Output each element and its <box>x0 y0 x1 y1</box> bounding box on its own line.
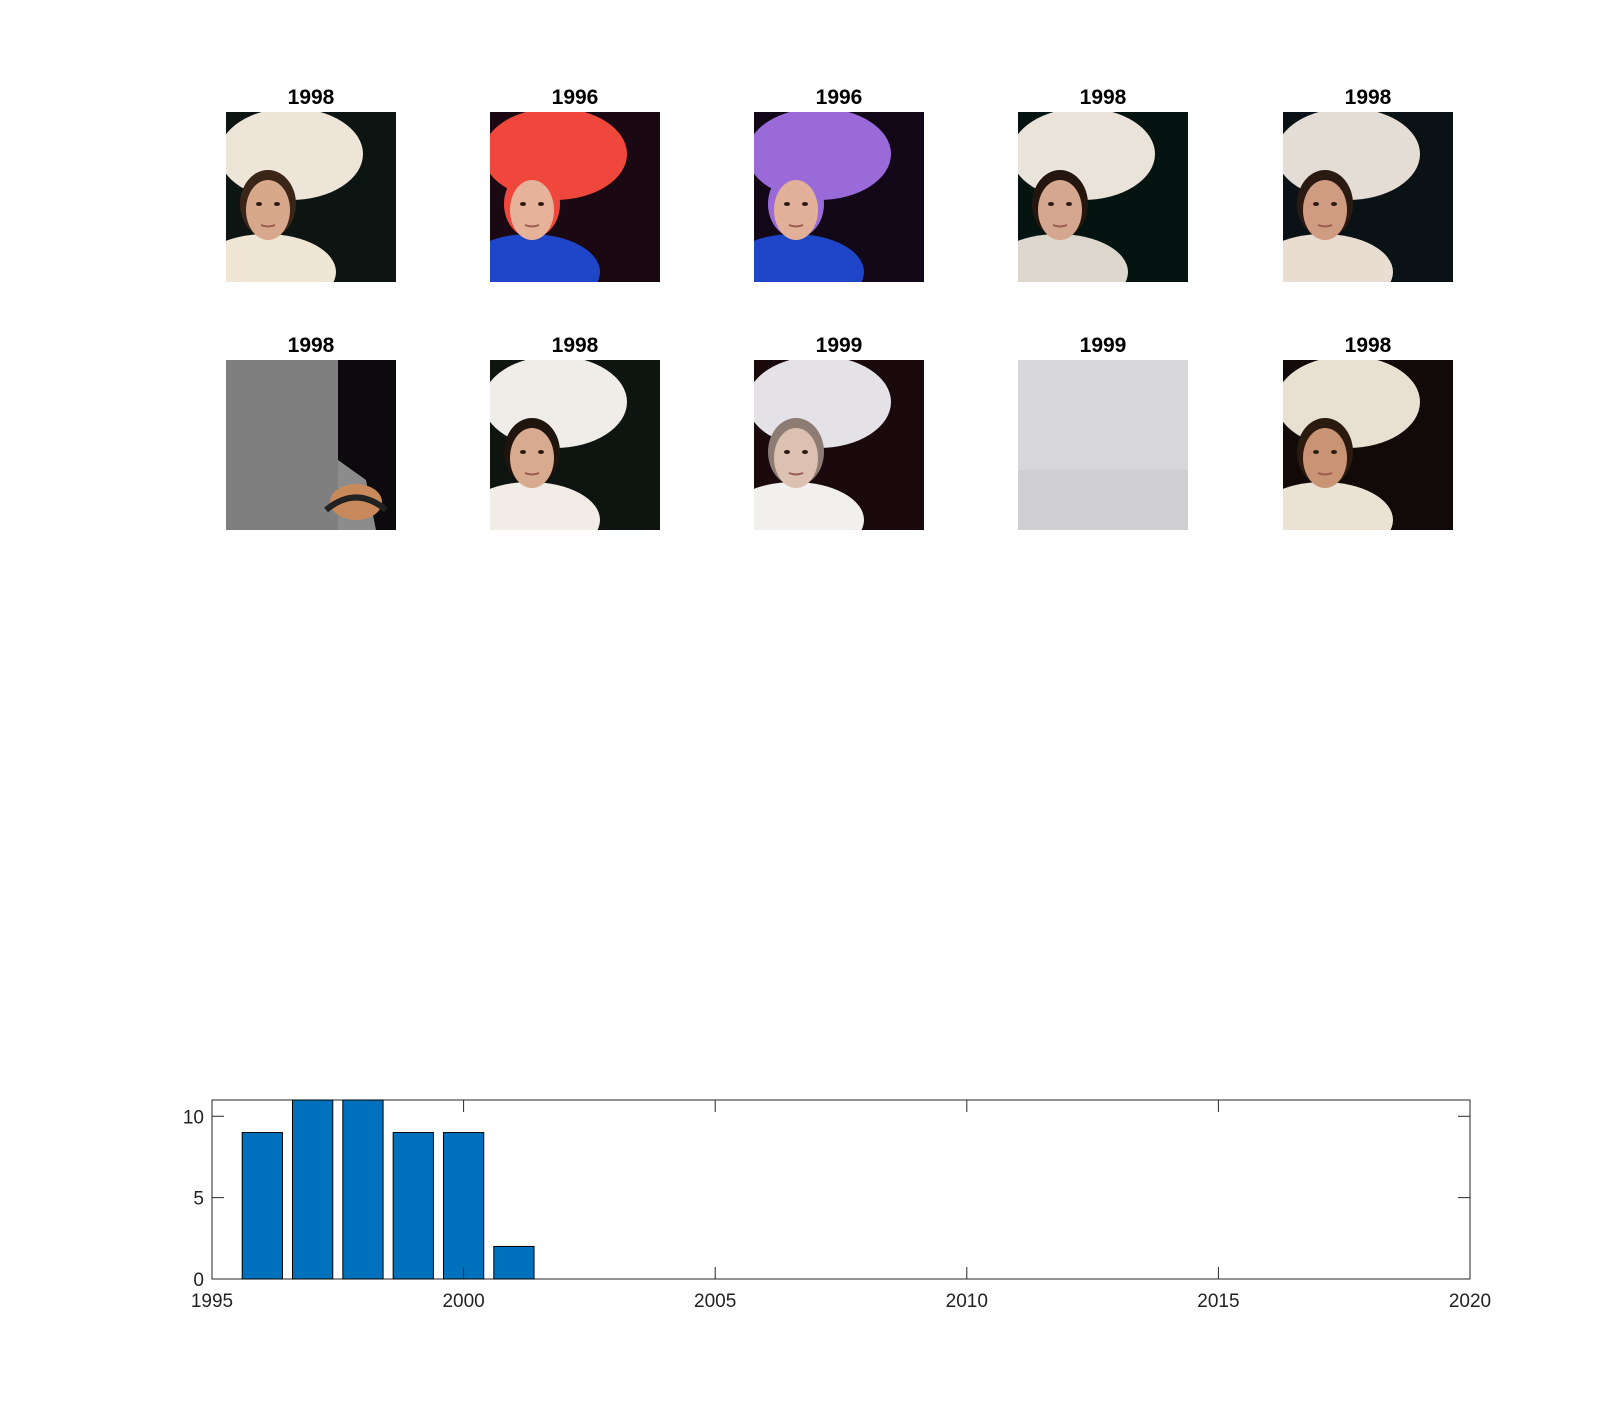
thumbnail-year-title: 1998 <box>551 334 599 357</box>
x-tick-label: 2020 <box>1449 1291 1491 1312</box>
thumbnail-year-title: 1998 <box>287 86 335 109</box>
histogram-bar <box>292 1099 334 1280</box>
y-tick-label: 10 <box>183 1107 204 1128</box>
histogram-bar <box>442 1132 485 1280</box>
y-tick-label: 5 <box>193 1189 204 1210</box>
thumbnail-tile: 1998 woman with white veil headpiece <box>1283 86 1453 282</box>
x-tick-label: 1995 <box>191 1291 233 1312</box>
thumbnail-image: grey floor with shoe <box>226 360 396 530</box>
thumbnail-tile: 1998 grey floor with shoe <box>226 334 396 530</box>
thumbnail-tile: 1998 woman with white tulle headpiece <box>1018 86 1188 282</box>
histogram-bar <box>241 1132 283 1280</box>
thumbnail-image: woman in white headpiece and shawl <box>1283 360 1453 530</box>
thumbnail-year-title: 1998 <box>1079 86 1127 109</box>
thumbnail-image: model with purple voluminous hair, blue … <box>754 112 924 282</box>
thumbnail-image: woman with white feather headpiece <box>226 112 396 282</box>
thumbnail-year-title: 1996 <box>815 86 863 109</box>
thumbnail-image: pale grey wall <box>1018 360 1188 530</box>
x-tick-label: 2005 <box>694 1291 736 1312</box>
thumbnail-tile: 1996 model with purple voluminous hair, b… <box>754 86 924 282</box>
thumbnail-year-title: 1998 <box>1344 334 1392 357</box>
thumbnail-year-title: 1998 <box>1344 86 1392 109</box>
histogram-bar <box>342 1099 384 1280</box>
thumbnail-image: woman with white veil headpiece <box>1283 112 1453 282</box>
x-tick-label: 2010 <box>946 1291 988 1312</box>
histogram-bar <box>493 1245 535 1280</box>
thumbnail-image: model in white hat and veil <box>754 360 924 530</box>
thumbnail-tile: 1998 woman with white veil <box>490 334 660 530</box>
thumbnail-year-title: 1999 <box>1079 334 1127 357</box>
x-tick-label: 2000 <box>442 1291 484 1312</box>
thumbnail-year-title: 1996 <box>551 86 599 109</box>
thumbnail-tile: 1999 model in white hat and veil <box>754 334 924 530</box>
thumbnail-tile: 1996 model with red voluminous hair, blue… <box>490 86 660 282</box>
thumbnail-image: model with red voluminous hair, blue top <box>490 112 660 282</box>
x-tick-label: 2015 <box>1197 1291 1239 1312</box>
thumbnail-image: woman with white tulle headpiece <box>1018 112 1188 282</box>
histogram-bar <box>392 1132 434 1280</box>
year-histogram: 1995 2000 2005 2010 2015 2020 0 5 10 <box>183 1099 1491 1312</box>
y-tick-label: 0 <box>193 1270 204 1291</box>
thumbnail-tile: 1998 woman in white headpiece and shawl <box>1283 334 1453 530</box>
thumbnail-year-title: 1999 <box>815 334 863 357</box>
thumbnail-tile: 1998 woman with white feather headpiece <box>226 86 396 282</box>
thumbnail-tile: 1999 pale grey wall <box>1018 334 1188 530</box>
axes-frame <box>211 1099 1471 1280</box>
thumbnail-year-title: 1998 <box>287 334 335 357</box>
thumbnail-image: woman with white veil <box>490 360 660 530</box>
